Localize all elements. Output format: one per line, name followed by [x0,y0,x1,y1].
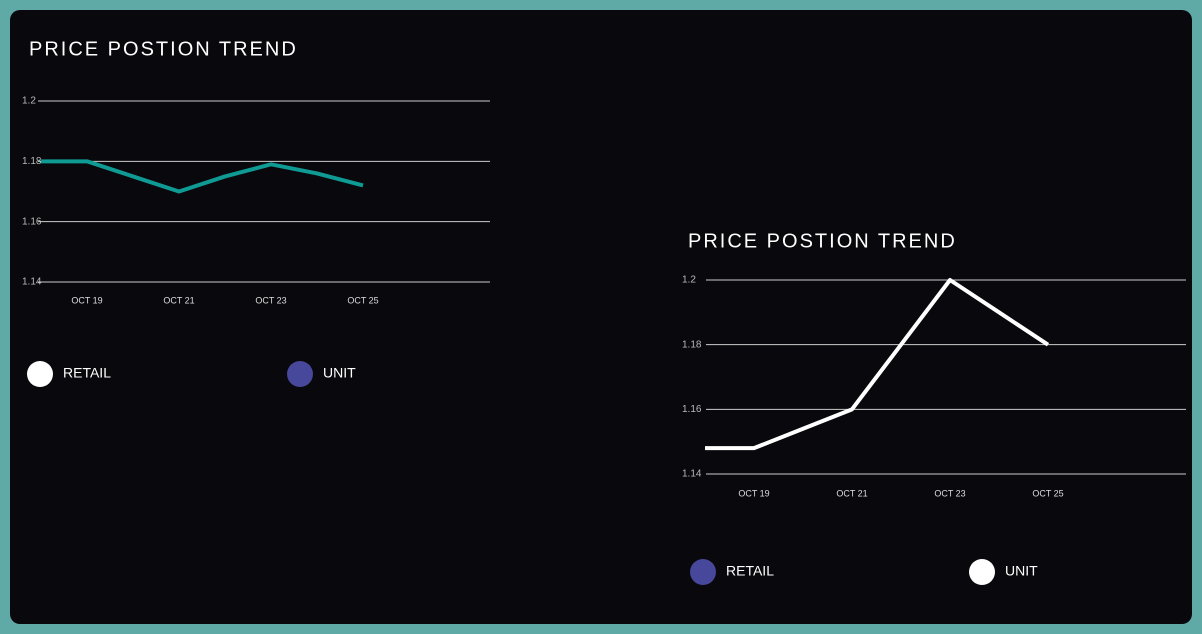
legend-swatch [27,361,53,387]
x-tick-label: OCT 21 [836,488,867,498]
legend-label: UNIT [323,365,356,381]
y-tick-label: 1.18 [22,156,42,167]
y-tick-label: 1.16 [22,216,42,227]
legend-swatch [690,559,716,585]
y-tick-label: 1.2 [22,96,36,107]
x-tick-label: OCT 25 [347,295,378,305]
x-tick-label: OCT 23 [934,488,965,498]
chart-title: PRICE POSTION TREND [688,230,957,252]
legend-swatch [969,559,995,585]
legend-label: RETAIL [63,365,111,381]
y-tick-label: 1.2 [682,275,696,286]
chart-title: PRICE POSTION TREND [29,38,298,60]
x-tick-label: OCT 19 [738,488,769,498]
x-tick-label: OCT 19 [71,295,102,305]
y-tick-label: 1.16 [682,404,702,415]
line [705,278,1050,451]
x-tick-label: OCT 25 [1032,488,1063,498]
y-tick-label: 1.14 [682,469,702,480]
legend-swatch [287,361,313,387]
legend-label: RETAIL [726,563,774,579]
legend-label: UNIT [1005,563,1038,579]
line [41,159,364,194]
x-tick-label: OCT 23 [255,295,286,305]
y-tick-label: 1.18 [682,339,702,350]
y-tick-label: 1.14 [22,277,42,288]
x-tick-label: OCT 21 [163,295,194,305]
panel [10,10,1192,624]
